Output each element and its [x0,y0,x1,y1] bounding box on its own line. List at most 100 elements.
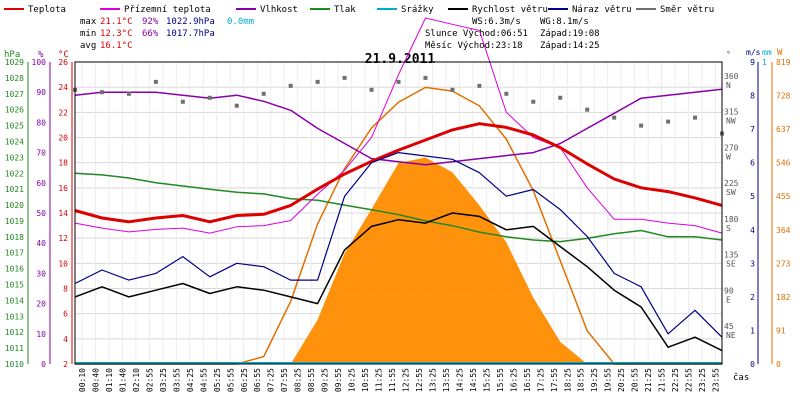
legend-label: Teplota [28,5,66,15]
astro-info: WS:6.3m/s WG:8.1m/s Slunce Východ:06:51 Záp… [425,17,600,51]
wind-direction-point [585,107,590,112]
wind-direction-point [234,103,239,108]
wind-direction-point [558,95,563,100]
dir-tick-degree: 270 [724,143,739,152]
hpa-tick-label: 1018 [5,233,24,242]
x-tick-label: 07:55 [280,368,289,392]
pct-tick-label: 40 [36,239,46,248]
wind-direction-point [207,95,212,100]
wind-direction-point [450,87,455,92]
info-moon-rise: Měsíc Východ:23:18 [425,41,523,51]
ms-tick-label: 0 [750,360,755,369]
dir-tick-degree: 225 [724,179,739,188]
stat-label: min [80,29,96,39]
stat-humidity: 66% [142,29,159,39]
x-tick-label: 15:25 [482,368,491,392]
pressure-line [74,172,723,243]
stat-label: avg [80,41,96,51]
dir-tick-degree: 45 [724,322,734,331]
x-tick-label: 03:25 [159,368,168,392]
mm-tick-label: 1 [762,58,767,67]
legend-label: Směr větru [660,5,714,15]
hpa-tick-label: 1010 [5,360,24,369]
ms-tick-label: 4 [750,226,755,235]
w-tick-label: 91 [776,326,786,335]
c-tick-label: 12 [58,234,68,243]
hpa-tick-label: 1019 [5,217,24,226]
stats-panel: max 21.1°C 92% 1022.9hPa 0.0mm min 12.3°C 66% 10… [80,17,254,51]
x-tick-label: 23:55 [712,368,721,392]
x-tick-label: 15:55 [496,368,505,392]
ms-tick-label: 1 [750,326,755,335]
dir-axis-unit: ° [726,50,731,59]
x-tick-label: 02:55 [145,368,154,392]
hpa-tick-label: 1022 [5,169,24,178]
w-tick-label: 182 [776,293,791,302]
x-tick-label: 14:25 [455,368,464,392]
c-tick-label: 20 [58,134,68,143]
x-tick-label: 02:10 [132,368,141,392]
stat-temp: 12.3°C [100,29,133,39]
info-sun-rise: Slunce Východ:06:51 [425,29,528,39]
x-tick-label: 05:25 [213,368,222,392]
c-tick-label: 2 [63,360,68,369]
wind-direction-point [396,79,401,84]
wind-direction-point [126,91,131,96]
dir-tick-name: SW [726,188,736,197]
x-tick-label: 14:55 [469,368,478,392]
c-tick-label: 10 [58,259,68,268]
x-tick-label: 09:55 [334,368,343,392]
pct-tick-label: 100 [32,58,47,67]
hpa-tick-label: 1024 [5,137,24,146]
w-tick-label: 455 [776,192,791,201]
ms-tick-label: 5 [750,192,755,201]
x-tick-label: 08:55 [307,368,316,392]
hpa-tick-label: 1027 [5,90,24,99]
x-tick-label: 19:55 [604,368,613,392]
dir-tick-name: S [726,224,731,233]
x-axis-label: čas [733,372,749,383]
dir-tick-degree: 360 [724,72,739,81]
c-tick-label: 8 [63,285,68,294]
dir-tick-name: SE [726,260,736,269]
temperature-line [74,122,723,224]
c-tick-label: 4 [63,335,68,344]
ground-temperature-line [74,17,723,234]
wind-direction-point [261,91,266,96]
dir-tick-degree: 315 [724,108,739,117]
w-tick-label: 0 [776,360,781,369]
c-tick-label: 24 [58,83,68,92]
x-tick-label: 04:55 [199,368,208,392]
x-tick-label: 00:10 [78,368,87,392]
pct-tick-label: 80 [36,118,46,127]
wind-direction-point [153,79,158,84]
pct-tick-label: 0 [41,360,46,369]
x-tick-label: 01:40 [118,368,127,392]
ms-tick-label: 6 [750,159,755,168]
legend-label: Rychlost větru [472,5,548,15]
hpa-tick-label: 1021 [5,185,24,194]
wind-direction-point [477,83,482,88]
stat-pressure: 1022.9hPa [166,17,215,27]
stat-pressure: 1017.7hPa [166,29,215,39]
x-tick-label: 22:25 [671,368,680,392]
x-tick-label: 20:25 [617,368,626,392]
hpa-tick-label: 1014 [5,296,24,305]
x-tick-label: 19:25 [590,368,599,392]
x-tick-label: 06:25 [240,368,249,392]
wind-speed-line [74,212,723,352]
hpa-tick-label: 1015 [5,281,24,290]
x-tick-label: 12:55 [415,368,424,392]
dir-tick-name: W [726,152,731,161]
wind-direction-point [531,99,536,104]
x-tick-label: 16:25 [509,368,518,392]
x-tick-label: 17:55 [550,368,559,392]
hpa-axis-unit: hPa [4,50,20,60]
wind-gust-line [74,152,723,338]
pct-tick-label: 10 [36,330,46,339]
w-tick-label: 728 [776,92,791,101]
x-tick-label: 11:25 [375,368,384,392]
info-moon-set: Západ:14:25 [540,41,600,51]
